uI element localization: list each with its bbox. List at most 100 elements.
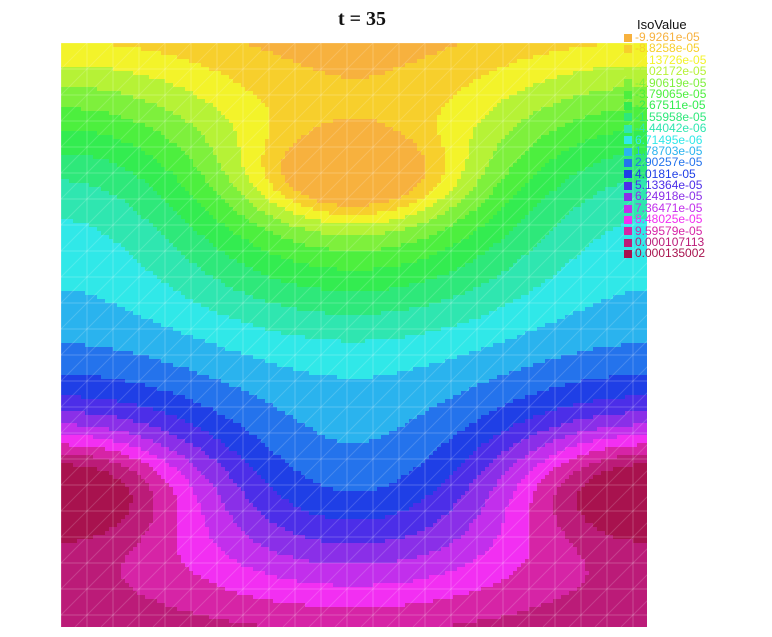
- contour-cell: [65, 95, 70, 100]
- contour-cell: [253, 91, 258, 96]
- contour-cell: [149, 175, 154, 180]
- contour-cell: [217, 87, 222, 92]
- contour-cell: [65, 103, 70, 108]
- contour-cell: [77, 51, 82, 56]
- contour-cell: [149, 67, 154, 72]
- contour-cell: [453, 43, 458, 48]
- contour-cell: [369, 99, 374, 104]
- contour-cell: [129, 99, 134, 104]
- contour-cell: [593, 139, 598, 144]
- contour-cell: [489, 47, 494, 52]
- contour-cell: [433, 107, 438, 112]
- contour-cell: [545, 127, 550, 132]
- contour-cell: [237, 119, 242, 124]
- contour-cell: [489, 131, 494, 136]
- contour-cell: [429, 111, 434, 116]
- contour-cell: [317, 71, 322, 76]
- contour-cell: [173, 167, 178, 172]
- contour-cell: [629, 63, 634, 68]
- contour-cell: [353, 115, 358, 120]
- contour-cell: [417, 119, 422, 124]
- contour-cell: [489, 127, 494, 132]
- contour-cell: [397, 111, 402, 116]
- contour-cell: [321, 111, 326, 116]
- contour-cell: [245, 135, 250, 140]
- contour-cell: [365, 115, 370, 120]
- contour-cell: [69, 87, 74, 92]
- contour-cell: [533, 83, 538, 88]
- contour-cell: [185, 79, 190, 84]
- contour-cell: [581, 83, 586, 88]
- contour-cell: [117, 47, 122, 52]
- contour-cell: [537, 107, 542, 112]
- contour-cell: [125, 111, 130, 116]
- contour-cell: [193, 127, 198, 132]
- contour-cell: [181, 67, 186, 72]
- contour-cell: [81, 115, 86, 120]
- contour-cell: [437, 115, 442, 120]
- contour-cell: [385, 139, 390, 144]
- contour-cell: [601, 87, 606, 92]
- contour-cell: [69, 175, 74, 180]
- contour-cell: [597, 99, 602, 104]
- contour-cell: [433, 99, 438, 104]
- contour-cell: [637, 123, 642, 128]
- contour-cell: [121, 99, 126, 104]
- contour-cell: [373, 91, 378, 96]
- contour-cell: [169, 83, 174, 88]
- contour-cell: [309, 167, 314, 172]
- contour-cell: [125, 147, 130, 152]
- contour-cell: [429, 103, 434, 108]
- contour-cell: [333, 71, 338, 76]
- contour-cell: [173, 127, 178, 132]
- contour-cell: [181, 75, 186, 80]
- contour-cell: [121, 123, 126, 128]
- contour-cell: [381, 103, 386, 108]
- contour-cell: [533, 43, 538, 48]
- contour-cell: [469, 111, 474, 116]
- contour-cell: [261, 135, 266, 140]
- contour-cell: [317, 115, 322, 120]
- contour-cell: [109, 67, 114, 72]
- contour-cell: [569, 175, 574, 180]
- contour-cell: [493, 123, 498, 128]
- contour-cell: [249, 55, 254, 60]
- contour-cell: [485, 103, 490, 108]
- contour-cell: [333, 131, 338, 136]
- contour-cell: [89, 127, 94, 132]
- contour-cell: [361, 175, 366, 180]
- contour-cell: [133, 159, 138, 164]
- contour-cell: [97, 127, 102, 132]
- contour-cell: [433, 51, 438, 56]
- contour-cell: [481, 79, 486, 84]
- contour-cell: [117, 103, 122, 108]
- contour-cell: [573, 123, 578, 128]
- contour-cell: [105, 95, 110, 100]
- contour-cell: [281, 123, 286, 128]
- contour-cell: [377, 75, 382, 80]
- contour-cell: [613, 75, 618, 80]
- contour-cell: [597, 63, 602, 68]
- contour-cell: [221, 67, 226, 72]
- contour-cell: [549, 43, 554, 48]
- contour-cell: [145, 63, 150, 68]
- contour-cell: [509, 71, 514, 76]
- contour-cell: [497, 167, 502, 172]
- contour-cell: [573, 131, 578, 136]
- contour-cell: [533, 63, 538, 68]
- contour-cell: [481, 63, 486, 68]
- contour-cell: [385, 83, 390, 88]
- contour-cell: [549, 155, 554, 160]
- contour-cell: [617, 103, 622, 108]
- contour-cell: [421, 71, 426, 76]
- contour-cell: [357, 79, 362, 84]
- contour-cell: [493, 119, 498, 124]
- contour-cell: [469, 139, 474, 144]
- contour-cell: [349, 75, 354, 80]
- contour-cell: [589, 123, 594, 128]
- contour-cell: [181, 131, 186, 136]
- contour-cell: [385, 99, 390, 104]
- contour-cell: [409, 71, 414, 76]
- contour-cell: [233, 115, 238, 120]
- contour-cell: [201, 71, 206, 76]
